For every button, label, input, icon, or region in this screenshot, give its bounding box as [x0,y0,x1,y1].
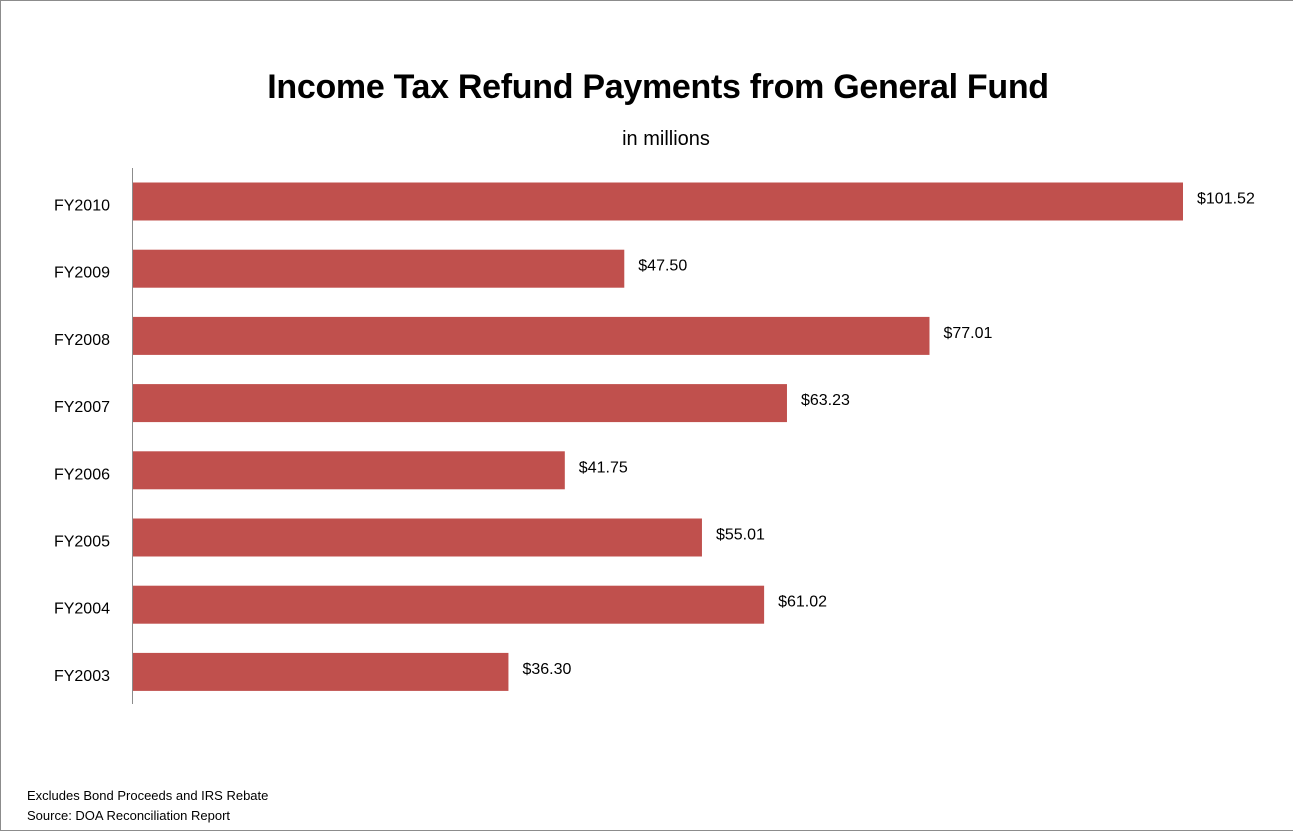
data-label-fy2007: $63.23 [801,392,850,409]
data-label-fy2008: $77.01 [943,325,992,342]
data-label-fy2005: $55.01 [716,527,765,544]
data-label-fy2010: $101.52 [1197,191,1255,208]
footnote-exclusions: Excludes Bond Proceeds and IRS Rebate [27,788,269,803]
category-label-fy2010: FY2010 [54,198,110,215]
bar-fy2008 [133,316,930,355]
data-label-fy2003: $36.30 [522,661,571,678]
category-label-fy2003: FY2003 [54,668,110,685]
data-label-fy2009: $47.50 [638,258,687,275]
category-label-fy2008: FY2008 [54,332,110,349]
category-label-fy2005: FY2005 [54,534,110,551]
category-label-fy2006: FY2006 [54,466,110,483]
data-label-fy2004: $61.02 [778,594,827,611]
bar-fy2006 [133,451,565,490]
category-label-fy2004: FY2004 [54,601,110,618]
bar-fy2003 [133,652,509,691]
data-label-fy2006: $41.75 [579,459,628,476]
bar-fy2005 [133,518,702,557]
footnote-source: Source: DOA Reconciliation Report [27,808,231,823]
category-label-fy2009: FY2009 [54,265,110,282]
chart-title: Income Tax Refund Payments from General … [267,68,1049,106]
bar-fy2009 [133,249,625,288]
bar-fy2010 [133,182,1183,221]
category-label-fy2007: FY2007 [54,399,110,416]
bar-fy2007 [133,384,787,423]
chart-subtitle: in millions [622,128,710,150]
bar-fy2004 [133,585,765,624]
